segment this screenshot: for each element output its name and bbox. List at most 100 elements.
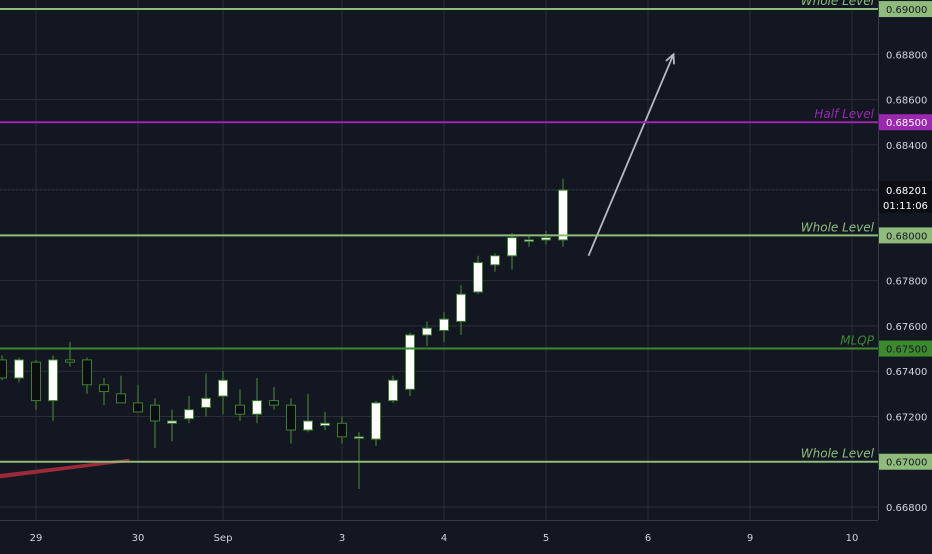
projection-arrow-head xyxy=(665,52,675,65)
price-tick-label: 0.68400 xyxy=(886,141,927,152)
trendline xyxy=(0,459,130,477)
level-line: Whole Level xyxy=(0,220,878,237)
candle xyxy=(65,341,75,367)
candle-body xyxy=(354,436,364,439)
candle xyxy=(524,235,534,247)
candle-body xyxy=(303,420,313,431)
candle-body xyxy=(405,334,415,390)
candle xyxy=(252,377,262,424)
candle-body xyxy=(167,420,177,424)
candle-body xyxy=(133,402,143,413)
level-price-badge-text: 0.68000 xyxy=(886,231,927,242)
price-tick-label: 0.67200 xyxy=(886,412,927,423)
candle-body xyxy=(252,400,262,415)
candle-body xyxy=(388,379,398,402)
candle-body xyxy=(150,404,160,422)
level-price-badge-text: 0.68500 xyxy=(886,118,927,129)
candles xyxy=(0,178,568,489)
candle xyxy=(337,416,347,444)
candle-body xyxy=(269,400,279,406)
candle xyxy=(31,359,41,410)
level-label: Whole Level xyxy=(801,220,875,234)
candle-body xyxy=(439,318,449,331)
price-tick-label: 0.67600 xyxy=(886,322,927,333)
candle xyxy=(201,373,211,417)
price-tick-label: 0.67400 xyxy=(886,367,927,378)
candle xyxy=(99,377,109,406)
price-tick-label: 0.66800 xyxy=(886,503,927,514)
time-tick-label: 3 xyxy=(339,533,345,544)
candle-body xyxy=(490,255,500,266)
candle-body xyxy=(82,359,92,386)
candle xyxy=(405,332,415,397)
candle-body xyxy=(48,359,58,402)
candle xyxy=(269,387,279,410)
candle-body xyxy=(371,402,381,440)
candle xyxy=(14,357,24,383)
level-line: MLQP xyxy=(0,334,878,350)
candle-body xyxy=(286,404,296,431)
time-tick-label: Sep xyxy=(214,533,233,544)
time-tick-label: 4 xyxy=(441,533,447,544)
level-price-badge-text: 0.67000 xyxy=(886,458,927,469)
candle-body xyxy=(65,359,75,363)
candle-body xyxy=(541,237,551,241)
candle-body xyxy=(337,422,347,438)
candle xyxy=(235,389,245,421)
candle-body xyxy=(31,361,41,402)
candle-body xyxy=(14,359,24,379)
candle xyxy=(116,375,126,404)
candle xyxy=(422,321,432,347)
candle-body xyxy=(558,189,568,241)
level-price-badge xyxy=(879,114,932,131)
level-lines: Whole Level Half Level Whole Level MLQP Whol… xyxy=(0,0,878,463)
time-tick-label: 9 xyxy=(747,533,753,544)
level-label: MLQP xyxy=(840,334,874,348)
level-price-badge xyxy=(879,340,932,357)
candle xyxy=(303,393,313,433)
candle xyxy=(354,432,364,489)
candle-body xyxy=(99,384,109,393)
time-tick-label: 30 xyxy=(132,533,145,544)
candle xyxy=(82,357,92,394)
candle xyxy=(371,400,381,446)
candle xyxy=(439,312,449,342)
level-price-badge-text: 0.69000 xyxy=(886,5,927,16)
candle xyxy=(388,375,398,403)
current-price-badge xyxy=(879,180,932,213)
candle xyxy=(167,409,177,442)
candle-body xyxy=(235,404,245,415)
candle-body xyxy=(218,379,228,397)
candle xyxy=(0,355,7,381)
candle xyxy=(286,398,296,444)
candle xyxy=(184,396,194,424)
candle-body xyxy=(320,422,330,427)
candle xyxy=(456,285,466,335)
projection-arrow xyxy=(587,53,675,257)
candle-body xyxy=(473,262,483,293)
candle xyxy=(507,233,517,270)
level-price-badge xyxy=(879,227,932,244)
price-tick-label: 0.67800 xyxy=(886,277,927,288)
drawings xyxy=(0,52,675,479)
level-line: Whole Level xyxy=(0,447,878,463)
level-price-badge-text: 0.67500 xyxy=(886,345,927,356)
candle-body xyxy=(422,327,432,336)
candle xyxy=(133,384,143,413)
time-tick-label: 10 xyxy=(846,533,859,544)
candle xyxy=(320,411,330,431)
candle-body xyxy=(201,397,211,408)
candle xyxy=(473,255,483,295)
candle xyxy=(541,230,551,245)
candle-body xyxy=(524,239,534,242)
candle-body xyxy=(456,293,466,322)
candle-body xyxy=(0,359,7,379)
candle xyxy=(218,371,228,415)
level-price-badge xyxy=(879,453,932,470)
time-tick-label: 6 xyxy=(645,533,651,544)
level-line: Whole Level xyxy=(0,0,878,11)
